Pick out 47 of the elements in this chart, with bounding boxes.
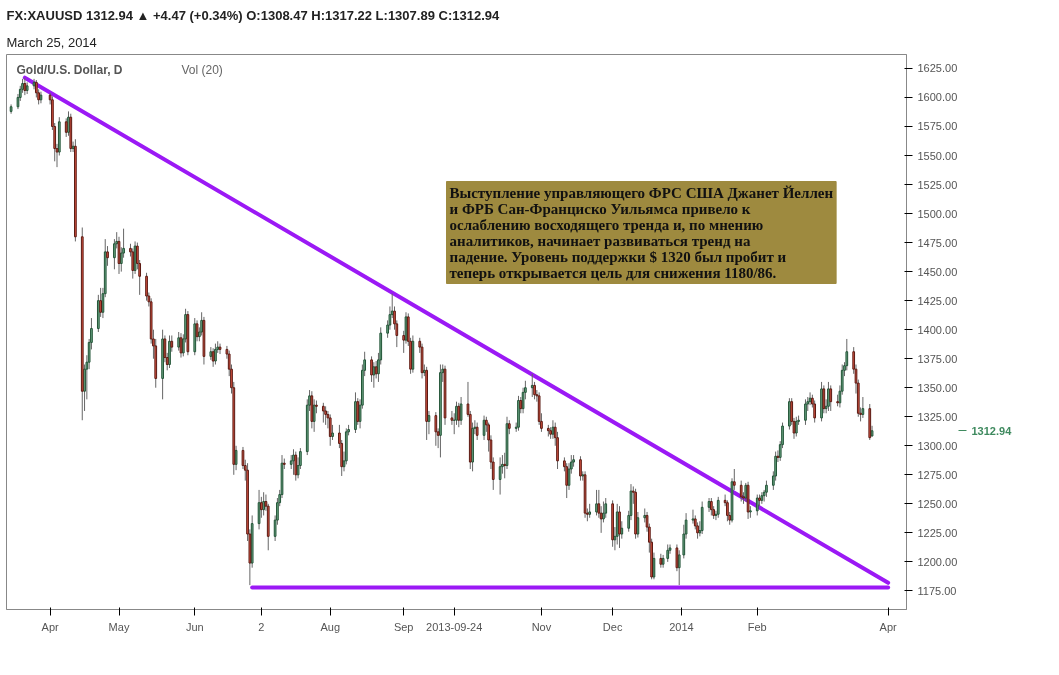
x-tick-label: Jun <box>185 620 204 633</box>
y-tick-label: 1375.00 <box>917 352 958 365</box>
x-tick-label: Apr <box>41 620 60 633</box>
text: FX:XAUUSD 1312.94 ▲ +4.47 (+0.34%) O:1308.47 H:1317.22 L:1307.89 C:1312.94 <box>6 7 500 23</box>
y-tick-label: 1575.00 <box>917 120 958 133</box>
y-tick-label: 1475.00 <box>917 236 958 249</box>
y-tick-label: 1425.00 <box>917 294 958 307</box>
text: 1312.94 <box>971 424 1013 437</box>
x-tick-label: 2014 <box>669 620 694 633</box>
y-tick-label: 1550.00 <box>917 149 958 162</box>
y-tick-label: 1625.00 <box>917 62 958 75</box>
candlestick <box>827 381 830 412</box>
x-tick-label: Dec <box>602 620 623 633</box>
y-tick-label: 1400.00 <box>917 323 958 336</box>
candlestick <box>459 396 463 426</box>
y-tick-label: 1250.00 <box>917 497 958 510</box>
y-tick-label: 1450.00 <box>917 265 958 278</box>
candlestick <box>434 411 438 447</box>
candlestick <box>321 402 325 424</box>
chart-subtitle: March 25, 2014 <box>6 34 97 50</box>
x-tick-label: Sep <box>393 620 414 633</box>
x-tick-label: Aug <box>320 620 341 633</box>
annotation: Vol (20) <box>181 62 223 77</box>
y-tick-label: 1350.00 <box>917 381 958 394</box>
x-tick-label: Feb <box>747 620 767 633</box>
y-tick-label: 1225.00 <box>917 526 958 539</box>
x-tick-label: 2013-09-24 <box>426 620 483 633</box>
candlestick <box>726 499 729 522</box>
y-tick-label: 1175.00 <box>917 584 957 597</box>
x-tick-label: Nov <box>531 620 552 633</box>
x-tick-label: Apr <box>879 620 898 633</box>
candlestick <box>324 405 327 426</box>
y-tick-label: 1525.00 <box>917 178 958 191</box>
candlestick <box>257 489 261 530</box>
y-tick-label: 1600.00 <box>917 91 958 104</box>
candlestick <box>829 384 833 412</box>
x-tick-label: 2 <box>258 620 265 633</box>
candlestick <box>145 272 148 302</box>
text: Gold/U.S. Dollar, D <box>16 62 123 77</box>
x-tick-label: May <box>108 620 130 633</box>
y-tick-label: 1325.00 <box>917 410 958 423</box>
y-tick-label: 1200.00 <box>917 555 958 568</box>
candlestick <box>700 501 704 535</box>
y-tick-label: 1275.00 <box>917 468 958 481</box>
y-tick-label: 1300.00 <box>917 439 958 452</box>
annotation: Выступление управляющего ФРС США Джанет Йеллен и ФРБ Сан-Франциско Уильямса привело к ослаблению восходящего тренда и, по мнению аналитиков, начинает развиваться тренд на падение. Уровень поддержки $ 1320 был пробит и теперь открывается цель для снижения 1180/86. <box>449 184 834 281</box>
y-tick-label: 1500.00 <box>917 207 958 220</box>
